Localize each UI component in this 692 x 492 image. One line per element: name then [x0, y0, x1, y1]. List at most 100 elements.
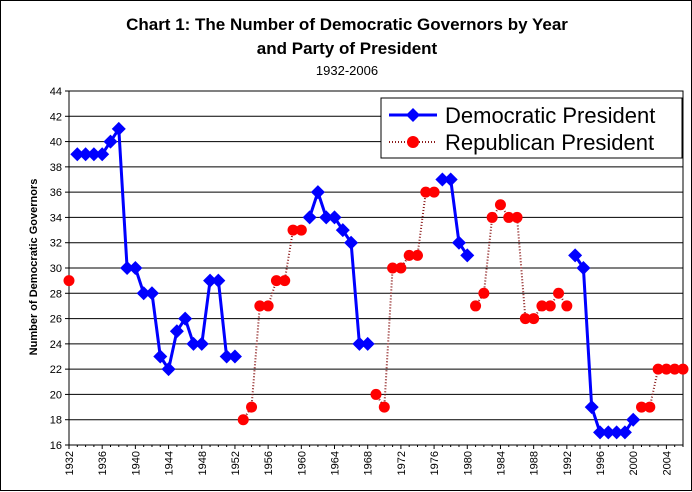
data-point-democratic: [576, 261, 591, 275]
data-point-republican: [677, 363, 689, 375]
data-point-republican: [519, 313, 531, 325]
y-tick-label: 20: [50, 389, 62, 401]
data-point-republican: [428, 186, 440, 198]
y-tick-label: 16: [50, 440, 62, 452]
series-line-republican: [242, 229, 302, 421]
data-point-democratic: [178, 311, 193, 326]
data-point-democratic: [203, 273, 218, 288]
data-point-republican: [486, 211, 498, 223]
data-point-democratic: [169, 324, 184, 339]
data-point-republican: [370, 388, 382, 400]
x-tick-label: 1968: [363, 451, 375, 475]
legend-marker-democratic: [406, 108, 420, 122]
x-tick-label: 1964: [330, 451, 342, 475]
y-tick-label: 32: [50, 238, 62, 250]
data-point-democratic: [186, 336, 201, 351]
data-point-democratic: [144, 286, 159, 301]
data-point-democratic: [70, 147, 85, 162]
chart-title-line2: and Party of President: [257, 39, 438, 58]
data-point-republican: [387, 262, 399, 274]
data-point-republican: [237, 414, 249, 426]
data-point-democratic: [310, 185, 325, 200]
x-tick-label: 1980: [462, 451, 474, 475]
data-point-republican: [270, 275, 282, 287]
data-point-democratic: [302, 210, 317, 225]
data-point-republican: [246, 401, 258, 413]
data-point-republican: [494, 199, 506, 211]
data-point-democratic: [626, 412, 641, 427]
data-point-democratic: [194, 336, 209, 351]
data-point-republican: [287, 224, 299, 236]
data-point-democratic: [352, 336, 367, 351]
x-tick-label: 1932: [64, 451, 76, 475]
data-point-republican: [503, 211, 515, 223]
y-tick-label: 28: [50, 288, 62, 300]
x-tick-label: 1952: [230, 451, 242, 475]
y-tick-label: 22: [50, 364, 62, 376]
y-tick-label: 26: [50, 314, 62, 326]
data-point-republican: [636, 401, 648, 413]
series-layer: [63, 121, 689, 440]
y-tick-label: 18: [50, 415, 62, 427]
data-point-republican: [279, 275, 291, 287]
data-point-democratic: [435, 172, 450, 187]
legend-box: [380, 97, 683, 159]
data-point-republican: [652, 363, 664, 375]
data-point-republican: [478, 287, 490, 299]
x-tick-label: 1944: [164, 451, 176, 475]
x-tick-label: 2004: [661, 451, 673, 475]
data-point-republican: [553, 287, 565, 299]
data-point-republican: [511, 211, 523, 223]
chart-subtitle: 1932-2006: [316, 63, 378, 78]
data-point-democratic: [344, 235, 359, 250]
data-point-democratic: [327, 210, 342, 225]
data-point-republican: [660, 363, 672, 375]
data-point-democratic: [78, 147, 93, 162]
data-point-democratic: [95, 147, 110, 162]
data-point-democratic: [617, 425, 632, 440]
data-point-democratic: [211, 273, 226, 288]
data-point-democratic: [86, 147, 101, 162]
y-tick-label: 36: [50, 187, 62, 199]
data-point-democratic: [593, 425, 608, 440]
axis-layer: 16 18 20 22 24 26 28 30 32 34 36 38 40 42 44 1932 1936 19…: [50, 86, 684, 475]
series-line-republican: [474, 202, 568, 320]
legend-marker-republican: [407, 136, 419, 148]
data-point-republican: [254, 300, 266, 312]
chart-title-line1: Chart 1: The Number of Democratic Govern…: [126, 15, 568, 34]
data-point-republican: [470, 300, 482, 312]
y-axis-label: Number of Democratic Governors: [28, 179, 40, 356]
data-point-democratic: [335, 223, 350, 238]
data-point-democratic: [111, 121, 126, 136]
data-point-democratic: [460, 248, 475, 263]
data-point-democratic: [128, 261, 143, 275]
data-point-republican: [411, 249, 423, 261]
data-point-democratic: [319, 210, 334, 225]
data-point-democratic: [568, 248, 583, 263]
data-point-republican: [544, 300, 556, 312]
x-tick-label: 1940: [130, 451, 142, 475]
legend-label-democratic: Democratic President: [445, 103, 655, 128]
data-point-democratic: [584, 400, 599, 415]
y-tick-label: 34: [50, 212, 62, 224]
data-point-republican: [63, 275, 75, 287]
data-point-republican: [395, 262, 407, 274]
x-tick-label: 1956: [263, 451, 275, 475]
y-tick-label: 42: [50, 111, 62, 123]
data-point-republican: [669, 363, 681, 375]
data-point-democratic: [609, 425, 624, 440]
y-tick-label: 40: [50, 137, 62, 149]
data-point-democratic: [360, 336, 375, 351]
x-tick-label: 1960: [296, 451, 308, 475]
data-point-democratic: [161, 362, 176, 377]
data-point-republican: [420, 186, 432, 198]
y-tick-label: 44: [50, 86, 62, 98]
data-point-democratic: [443, 172, 458, 187]
data-point-republican: [295, 224, 307, 236]
x-tick-label: 2000: [628, 451, 640, 475]
x-tick-label: 1984: [495, 451, 507, 475]
y-tick-label: 24: [50, 339, 62, 351]
x-tick-label: 1936: [97, 451, 109, 475]
data-point-democratic: [136, 286, 151, 301]
